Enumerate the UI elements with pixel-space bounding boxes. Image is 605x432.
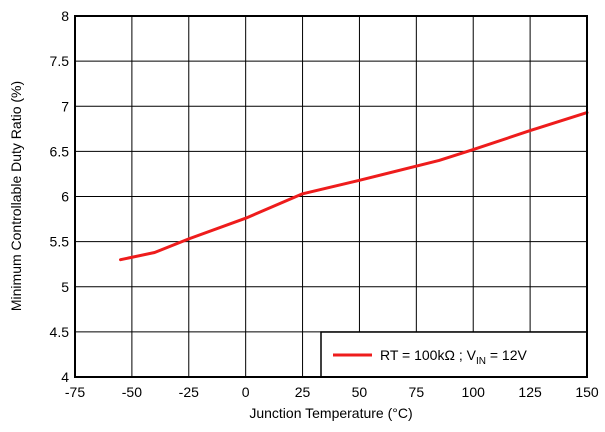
y-tick-label: 8: [61, 8, 69, 24]
legend-label: RT = 100kΩ ; VIN = 12V: [380, 347, 527, 367]
x-tick-label: 150: [575, 384, 599, 400]
x-tick-label: 0: [242, 384, 250, 400]
y-tick-labels: 4 4.5 5 5.5 6 6.5 7 7.5 8: [50, 8, 70, 385]
x-tick-label: -75: [65, 384, 85, 400]
y-tick-label: 4.5: [50, 324, 70, 340]
x-tick-labels: -75 -50 -25 0 25 50 75 100 125 150: [65, 384, 599, 400]
series-line: [119, 111, 589, 262]
x-tick-label: -50: [122, 384, 142, 400]
y-tick-label: 6: [61, 189, 69, 205]
x-axis-label: Junction Temperature (°C): [249, 405, 412, 421]
y-tick-label: 7: [61, 98, 69, 114]
legend-label-suffix: = 12V: [486, 347, 528, 363]
y-tick-label: 4: [61, 369, 69, 385]
y-axis-label: Minimum Controllable Duty Ratio (%): [8, 81, 24, 311]
y-tick-label: 5.5: [50, 234, 70, 250]
y-tick-label: 6.5: [50, 143, 70, 159]
x-tick-label: 125: [518, 384, 542, 400]
x-tick-label: -25: [179, 384, 199, 400]
x-tick-label: 100: [462, 384, 486, 400]
legend: RT = 100kΩ ; VIN = 12V: [320, 331, 588, 378]
x-tick-label: 75: [409, 384, 425, 400]
x-tick-label: 25: [295, 384, 311, 400]
y-tick-label: 5: [61, 279, 69, 295]
plot-frame: [74, 15, 588, 378]
series-layer: [119, 111, 589, 262]
x-tick-label: 50: [352, 384, 368, 400]
legend-label-prefix: RT = 100kΩ ; V: [380, 347, 477, 363]
y-tick-label: 7.5: [50, 53, 70, 69]
legend-label-subscript: IN: [476, 356, 486, 367]
